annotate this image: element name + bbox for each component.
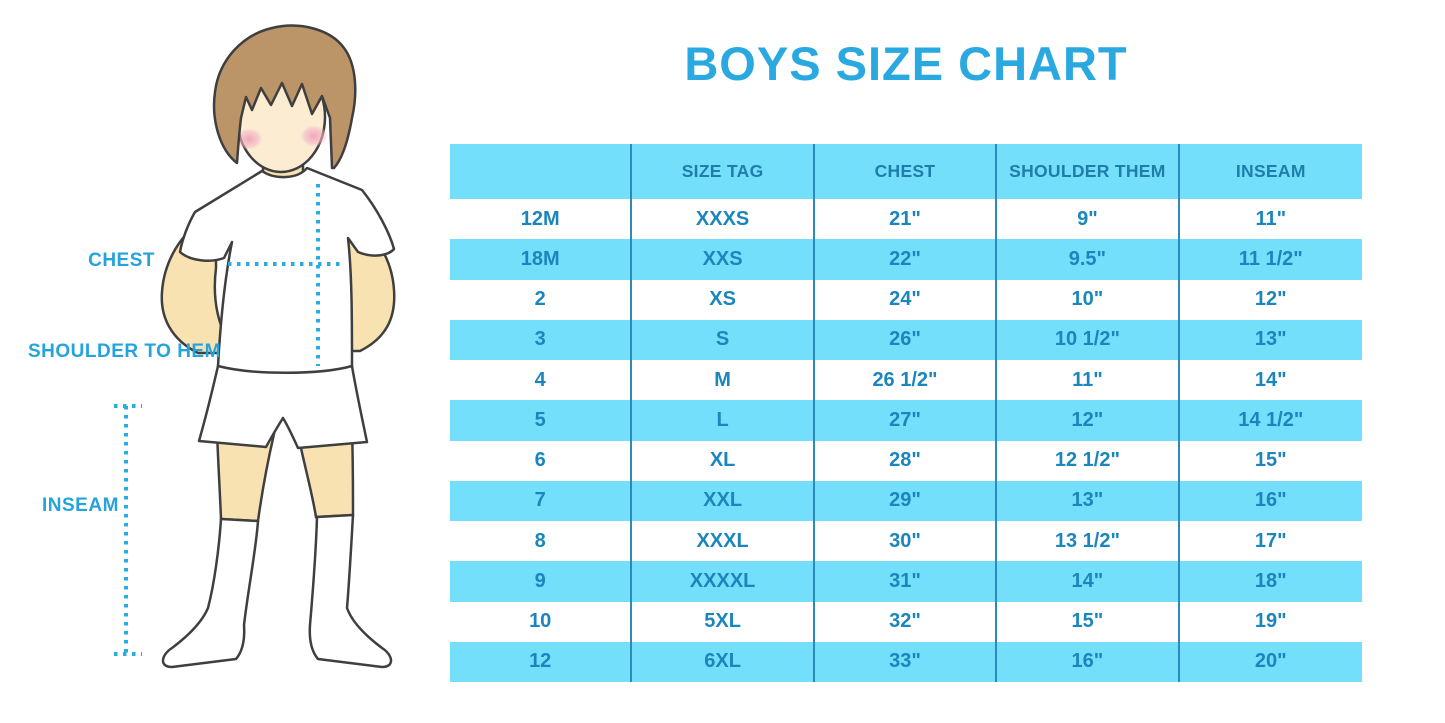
table-cell: 29" — [814, 480, 998, 521]
table-cell: 12M — [450, 199, 633, 240]
table-cell: 22" — [814, 239, 998, 280]
table-cell: 27" — [814, 400, 998, 441]
table-cell: M — [632, 360, 815, 401]
table-cell: L — [632, 400, 815, 441]
table-cell: 4 — [450, 360, 633, 401]
table-cell: 11" — [1255, 207, 1287, 230]
table-cell: 5 — [450, 400, 633, 441]
table-cell: 14 1/2" — [1179, 400, 1362, 441]
size-diagram: CHEST SHOULDER TO HEM INSEAM — [0, 0, 450, 723]
table-cell: XL — [632, 440, 815, 481]
label-inseam: INSEAM — [42, 495, 119, 516]
boy-illustration — [114, 24, 396, 669]
table-cell: 30" — [815, 521, 998, 562]
label-chest: CHEST — [88, 250, 155, 271]
table-cell: 2 — [450, 279, 633, 320]
column-header: INSEAM — [1179, 144, 1362, 199]
table-cell: 9.5" — [997, 239, 1180, 280]
table-cell: 12 1/2" — [997, 440, 1180, 481]
table-cell: 11 1/2" — [1179, 239, 1362, 280]
socks — [161, 513, 393, 669]
table-cell: 13" — [997, 480, 1180, 521]
table-cell: 12" — [997, 400, 1180, 441]
table-cell: 14" — [1254, 368, 1287, 391]
table-cell: 18" — [1179, 561, 1362, 602]
blush-right — [300, 125, 328, 147]
table-cell: 17" — [1254, 529, 1287, 552]
column-header: SHOULDER THEM — [997, 144, 1180, 199]
table-cell: 16" — [997, 641, 1180, 682]
shorts — [197, 364, 369, 450]
table-cell: 6 — [450, 440, 633, 481]
table-cell: 26" — [814, 319, 998, 360]
table-cell: 3 — [450, 319, 633, 360]
measurement-lines — [114, 184, 345, 656]
table-cell: 8 — [450, 521, 633, 562]
table-cell: XXXL — [632, 521, 815, 562]
table-cell: S — [632, 319, 815, 360]
blush-left — [235, 128, 263, 150]
table-cell: 13" — [1179, 319, 1362, 360]
table-cell: 15" — [997, 601, 1180, 642]
size-chart-table: SIZE TAG CHEST SHOULDER THEM INSEAM 12M XXXS 2… — [450, 144, 1362, 682]
table-cell: 19" — [1254, 610, 1287, 633]
table-cell: XXL — [632, 480, 815, 521]
table-cell: 20" — [1179, 641, 1362, 682]
table-cell: XXXXL — [632, 561, 815, 602]
table-cell: 33" — [814, 641, 998, 682]
table-cell: 32" — [815, 601, 998, 642]
t-shirt — [178, 166, 396, 374]
table-cell: 10" — [997, 279, 1180, 320]
table-cell: 5XL — [632, 601, 815, 642]
table-cell: 21" — [815, 199, 998, 240]
table-cell: XXS — [632, 239, 815, 280]
table-cell: 11" — [997, 360, 1180, 401]
table-cell: XS — [632, 279, 815, 320]
table-cell: 24" — [815, 279, 998, 320]
table-cell: 9" — [997, 199, 1180, 240]
table-cell: 26 1/2" — [815, 360, 998, 401]
table-cell: 16" — [1179, 480, 1362, 521]
table-cell: 10 — [450, 601, 633, 642]
table-cell: 10 1/2" — [997, 319, 1180, 360]
table-cell: XXXS — [632, 199, 815, 240]
table-cell: 9 — [450, 561, 633, 602]
table-cell: 12" — [1254, 288, 1287, 311]
table-cell: 15" — [1254, 449, 1287, 472]
column-header — [450, 144, 633, 199]
column-header: CHEST — [814, 144, 998, 199]
table-cell: 14" — [997, 561, 1180, 602]
label-shoulder-to-hem: SHOULDER TO HEM — [28, 341, 221, 362]
table-cell: 6XL — [632, 641, 815, 682]
table-cell: 28" — [815, 440, 998, 481]
table-cell: 7 — [450, 480, 633, 521]
column-header: SIZE TAG — [632, 144, 815, 199]
table-cell: 18M — [450, 239, 633, 280]
table-cell: 12 — [450, 641, 633, 682]
table-cell: 13 1/2" — [997, 521, 1180, 562]
hair — [212, 24, 357, 170]
table-cell: 31" — [814, 561, 998, 602]
page-title: BOYS SIZE CHART — [684, 37, 1128, 90]
